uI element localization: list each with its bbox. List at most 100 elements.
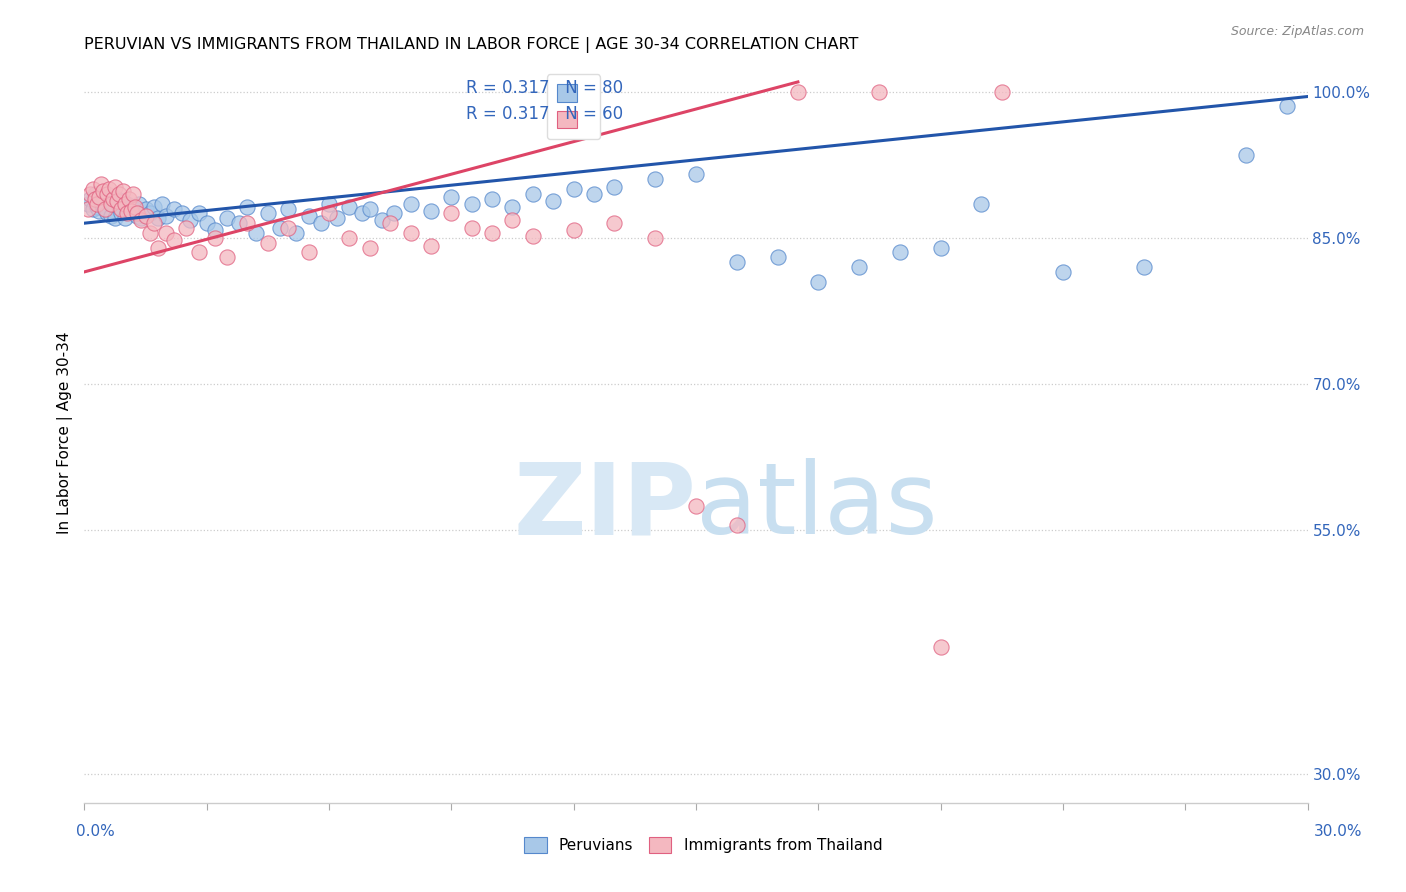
Point: [502, 200, 524, 214]
Point: [644, 231, 666, 245]
Point: [118, 203, 141, 218]
Point: [105, 194, 128, 208]
Point: [204, 231, 226, 245]
Point: [115, 196, 138, 211]
Point: [562, 182, 585, 196]
Point: [150, 196, 173, 211]
Point: [440, 190, 463, 204]
Point: [77, 196, 100, 211]
Point: [725, 518, 748, 533]
Point: [105, 192, 128, 206]
Point: [146, 211, 169, 226]
Point: [142, 216, 165, 230]
Point: [461, 196, 484, 211]
Legend: , : ,: [547, 74, 600, 139]
Point: [318, 196, 340, 211]
Point: [217, 250, 239, 264]
Point: [522, 228, 544, 243]
Point: [120, 203, 142, 218]
Point: [420, 238, 443, 252]
Point: [236, 200, 259, 214]
Point: [82, 202, 104, 216]
Point: [108, 200, 131, 214]
Point: [96, 186, 118, 201]
Point: [309, 216, 332, 230]
Point: [603, 180, 626, 194]
Point: [583, 186, 606, 201]
Point: [115, 206, 138, 220]
Point: [97, 194, 120, 208]
Point: [187, 206, 209, 220]
Point: [90, 178, 112, 192]
Point: [135, 210, 157, 224]
Point: [163, 233, 186, 247]
Text: Source: ZipAtlas.com: Source: ZipAtlas.com: [1230, 25, 1364, 38]
Point: [86, 196, 108, 211]
Text: 0.0%: 0.0%: [76, 824, 115, 838]
Point: [174, 221, 197, 235]
Point: [127, 206, 149, 220]
Point: [245, 226, 267, 240]
Point: [204, 223, 226, 237]
Point: [217, 211, 239, 226]
Point: [127, 210, 149, 224]
Point: [114, 211, 136, 226]
Point: [359, 202, 381, 216]
Point: [236, 216, 259, 230]
Point: [101, 196, 124, 211]
Point: [124, 200, 146, 214]
Point: [163, 202, 186, 216]
Point: [277, 202, 299, 216]
Point: [371, 213, 394, 227]
Point: [86, 200, 108, 214]
Point: [100, 196, 122, 211]
Text: R = 0.317   N = 80: R = 0.317 N = 80: [465, 79, 623, 97]
Point: [195, 216, 218, 230]
Point: [318, 206, 340, 220]
Point: [562, 223, 585, 237]
Point: [91, 184, 114, 198]
Point: [79, 192, 101, 206]
Point: [228, 216, 250, 230]
Text: 30.0%: 30.0%: [1315, 824, 1362, 838]
Point: [179, 213, 201, 227]
Point: [359, 240, 381, 255]
Point: [91, 190, 114, 204]
Point: [93, 202, 115, 216]
Point: [155, 210, 177, 224]
Point: [807, 275, 830, 289]
Point: [118, 192, 141, 206]
Point: [257, 206, 280, 220]
Point: [93, 202, 115, 216]
Text: atlas: atlas: [696, 458, 938, 555]
Point: [326, 211, 349, 226]
Point: [725, 255, 748, 269]
Point: [440, 206, 463, 220]
Point: [108, 186, 131, 201]
Point: [96, 206, 118, 220]
Point: [603, 216, 626, 230]
Point: [543, 194, 565, 208]
Point: [766, 250, 789, 264]
Point: [382, 206, 405, 220]
Point: [128, 196, 150, 211]
Text: ZIP: ZIP: [513, 458, 696, 555]
Point: [339, 200, 361, 214]
Point: [298, 245, 321, 260]
Point: [1052, 265, 1074, 279]
Point: [112, 184, 135, 198]
Point: [461, 221, 484, 235]
Point: [685, 168, 707, 182]
Point: [970, 196, 993, 211]
Point: [787, 85, 810, 99]
Point: [380, 216, 402, 230]
Y-axis label: In Labor Force | Age 30-34: In Labor Force | Age 30-34: [58, 331, 73, 534]
Point: [104, 211, 127, 226]
Point: [399, 226, 422, 240]
Point: [104, 180, 127, 194]
Point: [110, 206, 132, 220]
Point: [122, 206, 145, 220]
Point: [77, 202, 100, 216]
Point: [87, 203, 110, 218]
Point: [257, 235, 280, 250]
